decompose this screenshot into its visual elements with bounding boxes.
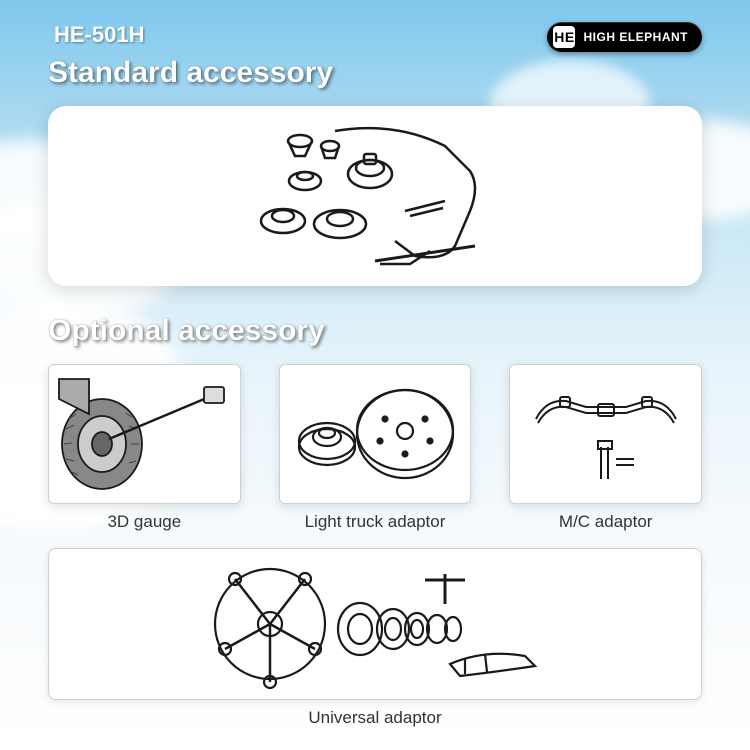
caption: Light truck adaptor [305,512,446,532]
optional-item: 3D gauge [48,364,241,532]
caption: M/C adaptor [559,512,653,532]
model-number: HE-501H [48,20,150,50]
optional-item: Light truck adaptor [279,364,472,532]
universal-adaptor-wrap: Universal adaptor [48,548,702,728]
caption: Universal adaptor [308,708,441,728]
3d-gauge-illustration [54,369,234,499]
gauge-card [48,364,241,504]
page-container: HE-501H HE HIGH ELEPHANT Standard access… [0,0,750,728]
optional-section-title: Optional accessory [48,314,702,348]
truck-adaptor-card [279,364,472,504]
caption: 3D gauge [107,512,181,532]
light-truck-adaptor-illustration [285,369,465,499]
universal-adaptor-card [48,548,702,700]
optional-item: M/C adaptor [509,364,702,532]
universal-adaptor-illustration [195,554,555,694]
standard-accessory-illustration [245,116,505,276]
optional-items-row: 3D gauge [48,364,702,532]
standard-accessory-panel [48,106,702,286]
brand-logo: HE HIGH ELEPHANT [547,22,702,52]
mc-adaptor-card [509,364,702,504]
brand-mark-icon: HE [553,26,575,48]
standard-section-title: Standard accessory [48,56,702,90]
mc-adaptor-illustration [516,369,696,499]
brand-name: HIGH ELEPHANT [583,30,688,44]
